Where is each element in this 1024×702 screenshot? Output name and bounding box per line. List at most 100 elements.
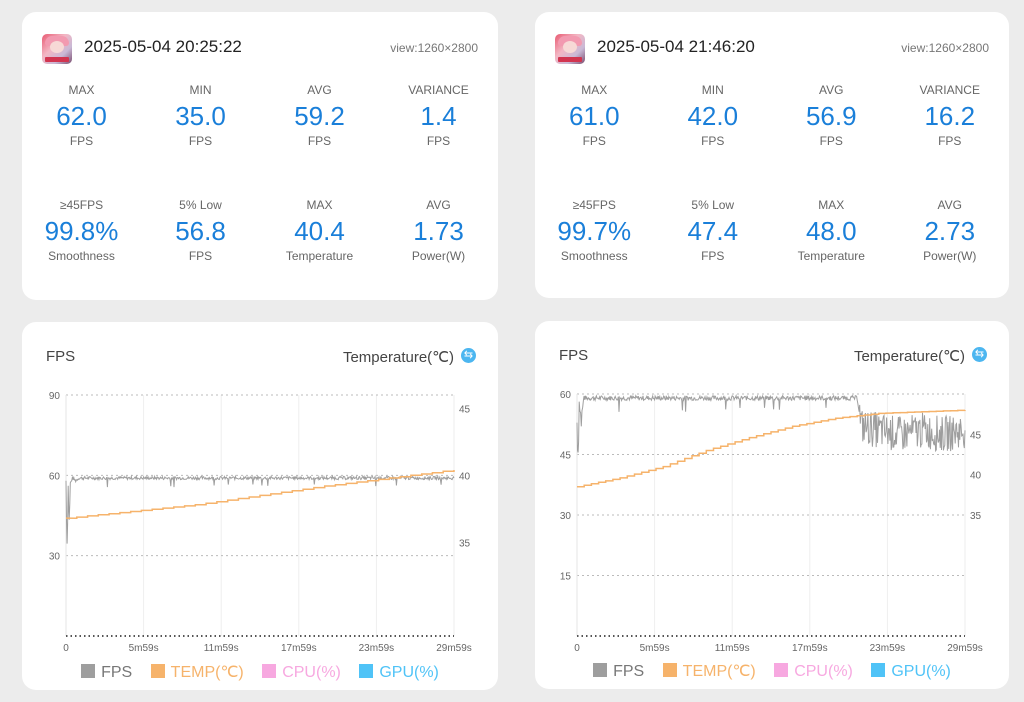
stat-min-fps: MIN 42.0 FPS (654, 82, 773, 149)
y-right-tick-label: 35 (970, 511, 982, 522)
stat-value: 40.4 (294, 216, 345, 246)
stat-label: 5% Low (179, 198, 222, 212)
stat-avg-power: AVG 2.73 Power(W) (891, 197, 1010, 264)
legend-label: FPS (101, 664, 133, 681)
stat-unit: FPS (69, 134, 94, 148)
session-header: 2025-05-04 20:25:22 view:1260×2800 (42, 34, 478, 64)
temperature-series-line (576, 409, 966, 488)
fps-temperature-chart: 0 5m59s 11m59s 17m59s 23m59s 29m59s 15 30 45 60 35… (560, 390, 983, 651)
legend-label: GPU(%) (891, 663, 951, 680)
chart-card-session-2: FPS Temperature(℃) ⇆ 0 5m59s 11m59s 17m59s 2… (535, 321, 1009, 689)
stat-label: AVG (819, 83, 844, 97)
x-tick-label: 5m59s (640, 643, 670, 651)
x-tick-label: 0 (63, 643, 69, 652)
stat-5pct-low: 5% Low 47.4 FPS (654, 197, 773, 264)
stat-value: 59.2 (294, 101, 345, 131)
stat-label: ≥45FPS (572, 198, 616, 212)
stat-unit: FPS (188, 134, 213, 148)
legend-label: CPU(%) (282, 664, 341, 681)
stat-unit: Power(W) (411, 249, 466, 263)
session-timestamp: 2025-05-04 20:25:22 (84, 37, 242, 56)
x-tick-label: 5m59s (129, 643, 159, 652)
stat-variance: VARIANCE 16.2 FPS (891, 82, 1010, 149)
x-tick-label: 23m59s (870, 643, 906, 651)
stat-unit: FPS (938, 134, 962, 148)
chart-legend: FPS TEMP(℃) CPU(%) GPU(%) (535, 661, 1009, 681)
stat-label: MAX (818, 198, 845, 212)
stat-unit: Smoothness (560, 249, 628, 263)
stat-unit: FPS (701, 249, 725, 263)
stats-card-session-2: 2025-05-04 21:46:20 view:1260×2800 MAX 61… (535, 12, 1009, 298)
stat-label: MAX (306, 198, 333, 212)
stat-label: AVG (426, 198, 451, 212)
stat-label: MAX (68, 83, 95, 97)
legend-label: CPU(%) (794, 663, 853, 680)
legend-item-gpu[interactable]: GPU(%) (359, 664, 439, 682)
legend-item-temp[interactable]: TEMP(℃) (662, 661, 756, 681)
y-right-tick-label: 40 (459, 471, 471, 482)
stat-value: 16.2 (924, 101, 976, 131)
stat-value: 48.0 (805, 216, 857, 246)
legend-item-gpu[interactable]: GPU(%) (871, 663, 951, 681)
stat-value: 35.0 (175, 101, 226, 131)
stat-variance: VARIANCE 1.4 FPS (379, 82, 498, 149)
y-left-tick-label: 15 (560, 572, 572, 583)
legend-swatch (262, 664, 277, 678)
y-left-tick-label: 90 (49, 391, 61, 402)
session-header: 2025-05-04 21:46:20 view:1260×2800 (555, 34, 989, 64)
stat-unit: Smoothness (48, 249, 115, 263)
stat-label: 5% Low (691, 198, 735, 212)
legend-item-cpu[interactable]: CPU(%) (774, 663, 853, 681)
legend-item-fps[interactable]: FPS (593, 663, 644, 681)
stat-label: VARIANCE (919, 83, 980, 97)
y-left-tick-label: 60 (560, 390, 572, 401)
chart-title: FPS (559, 347, 589, 364)
legend-swatch (81, 664, 96, 678)
stat-label: MAX (581, 83, 608, 97)
legend-item-temp[interactable]: TEMP(℃) (150, 662, 244, 682)
legend-swatch (359, 664, 374, 678)
y-left-tick-label: 60 (49, 471, 61, 482)
x-tick-label: 29m59s (436, 643, 472, 652)
stat-unit: FPS (426, 134, 451, 148)
stat-value: 1.73 (413, 216, 464, 246)
stat-max-temperature: MAX 48.0 Temperature (772, 197, 891, 264)
stat-unit: FPS (701, 134, 725, 148)
y-right-tick-label: 45 (459, 404, 471, 415)
legend-label: FPS (613, 663, 645, 680)
legend-item-cpu[interactable]: CPU(%) (262, 664, 341, 682)
stat-label: AVG (307, 83, 332, 97)
x-tick-label: 29m59s (947, 643, 983, 651)
fps-series-line (576, 393, 966, 453)
legend-item-fps[interactable]: FPS (81, 664, 132, 682)
stat-unit: FPS (307, 134, 332, 148)
view-resolution: view:1260×2800 (901, 41, 989, 55)
stat-label: VARIANCE (408, 83, 469, 97)
stats-card-session-1: 2025-05-04 20:25:22 view:1260×2800 MAX 62… (22, 12, 498, 300)
stat-smoothness: ≥45FPS 99.8% Smoothness (22, 197, 141, 264)
stat-value: 61.0 (568, 101, 620, 131)
swap-axis-icon[interactable]: ⇆ (461, 348, 476, 363)
y-right-tick-label: 40 (970, 471, 982, 482)
stat-value: 47.4 (687, 216, 739, 246)
legend-swatch (871, 663, 886, 677)
y-left-tick-label: 30 (49, 552, 61, 563)
legend-swatch (150, 664, 165, 678)
legend-label: GPU(%) (379, 664, 439, 681)
stat-avg-power: AVG 1.73 Power(W) (379, 197, 498, 264)
stat-label: MIN (701, 83, 724, 97)
stat-min-fps: MIN 35.0 FPS (141, 82, 260, 149)
stat-value: 42.0 (687, 101, 739, 131)
y-left-tick-label: 30 (560, 511, 572, 522)
x-tick-label: 0 (574, 643, 580, 651)
stat-unit: Temperature (797, 249, 865, 263)
stat-smoothness: ≥45FPS 99.7% Smoothness (535, 197, 654, 264)
stat-unit: Temperature (285, 249, 354, 263)
chart-card-session-1: FPS Temperature(℃) ⇆ 0 5m59s 11m59s 17m59s 2… (22, 322, 498, 690)
stat-value: 56.8 (175, 216, 226, 246)
session-timestamp: 2025-05-04 21:46:20 (597, 37, 755, 56)
stat-value: 1.4 (420, 101, 457, 131)
swap-axis-icon[interactable]: ⇆ (972, 347, 987, 362)
legend-label: TEMP(℃) (170, 664, 244, 681)
y-right-tick-label: 45 (970, 430, 982, 441)
